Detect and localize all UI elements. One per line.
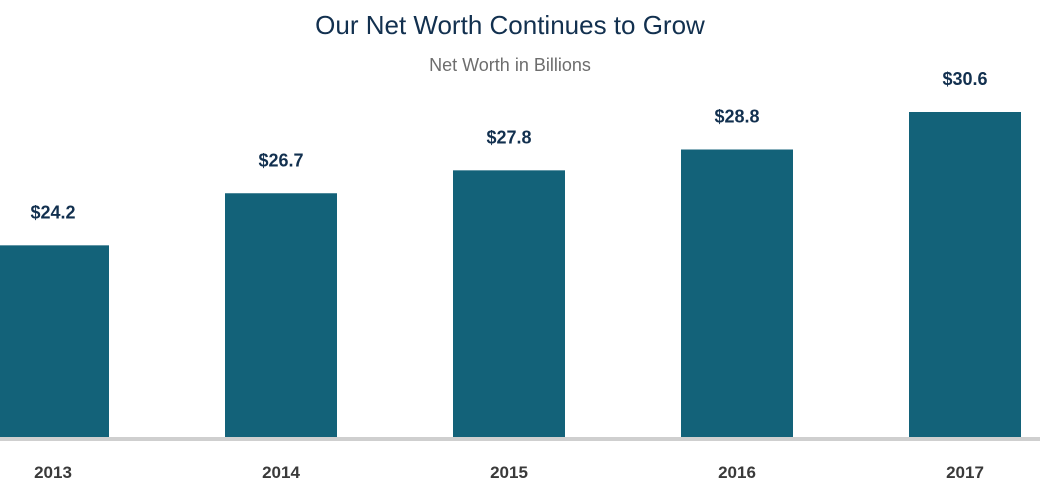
x-tick-label-2015: 2015 bbox=[490, 463, 528, 482]
bar-2013 bbox=[0, 245, 109, 437]
x-tick-label-2014: 2014 bbox=[262, 463, 300, 482]
bar-2017 bbox=[909, 112, 1021, 437]
bar-2015 bbox=[453, 170, 565, 438]
x-tick-label-2016: 2016 bbox=[718, 463, 756, 482]
labels-layer: $24.2 2013 $26.7 2014 $27.8 2015 $28.8 2016 $30.… bbox=[30, 69, 987, 482]
x-tick-label-2017: 2017 bbox=[946, 463, 984, 482]
chart-title: Our Net Worth Continues to Grow bbox=[315, 10, 705, 40]
data-label-2015: $27.8 bbox=[486, 127, 531, 147]
data-label-2016: $28.8 bbox=[714, 107, 759, 127]
data-label-2013: $24.2 bbox=[30, 202, 75, 222]
data-label-2014: $26.7 bbox=[258, 150, 303, 170]
chart-subtitle: Net Worth in Billions bbox=[429, 55, 591, 75]
bar-2014 bbox=[225, 193, 337, 437]
bars-layer bbox=[0, 112, 1021, 438]
data-label-2017: $30.6 bbox=[942, 69, 987, 89]
x-tick-label-2013: 2013 bbox=[34, 463, 72, 482]
bar-2016 bbox=[681, 149, 793, 437]
